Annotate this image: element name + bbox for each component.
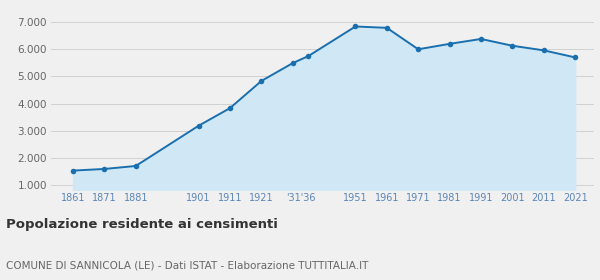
Point — [413, 47, 423, 52]
Point — [508, 43, 517, 48]
Point — [256, 79, 266, 83]
Point — [571, 55, 580, 60]
Point — [304, 54, 313, 58]
Point — [539, 48, 548, 53]
Text: Popolazione residente ai censimenti: Popolazione residente ai censimenti — [6, 218, 278, 231]
Point — [382, 25, 392, 30]
Text: COMUNE DI SANNICOLA (LE) - Dati ISTAT - Elaborazione TUTTITALIA.IT: COMUNE DI SANNICOLA (LE) - Dati ISTAT - … — [6, 261, 368, 271]
Point — [225, 106, 235, 110]
Point — [445, 42, 454, 46]
Point — [131, 164, 140, 168]
Point — [288, 61, 298, 65]
Point — [68, 168, 78, 173]
Point — [350, 24, 360, 29]
Point — [194, 123, 203, 128]
Point — [476, 37, 486, 41]
Point — [100, 167, 109, 171]
